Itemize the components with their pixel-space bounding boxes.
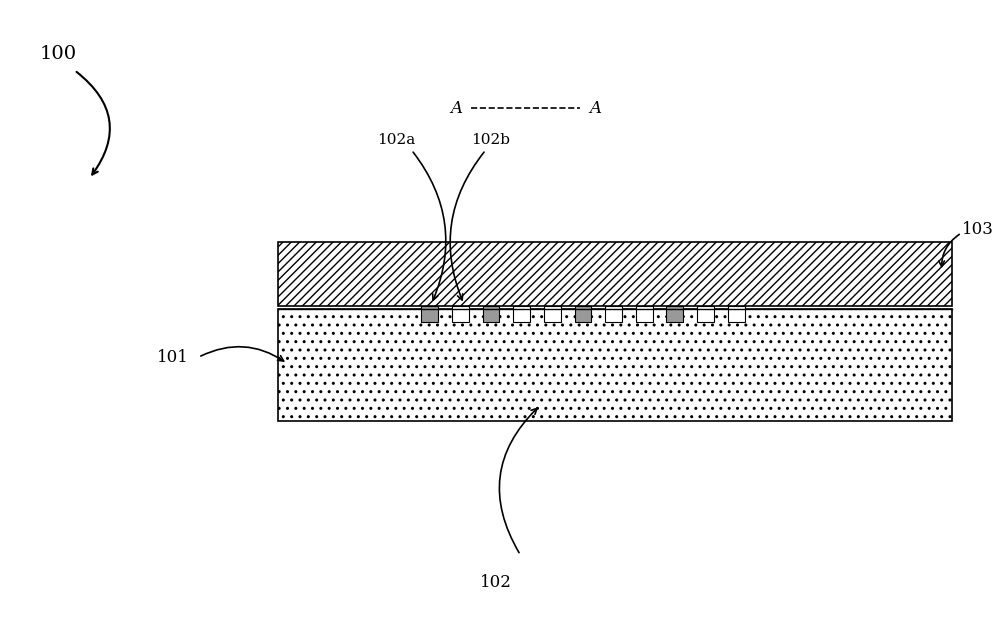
Text: 101: 101 <box>156 349 188 366</box>
Text: 102a: 102a <box>377 133 416 147</box>
Text: 102b: 102b <box>471 133 510 147</box>
Bar <box>452 306 469 322</box>
Bar <box>605 306 622 322</box>
Text: 102: 102 <box>480 574 512 591</box>
Bar <box>513 306 530 322</box>
Bar <box>575 306 591 322</box>
Bar <box>636 306 653 322</box>
Bar <box>421 306 438 322</box>
Text: A: A <box>589 100 601 117</box>
Bar <box>483 306 499 322</box>
Text: 100: 100 <box>40 45 77 63</box>
Text: 103: 103 <box>962 221 994 238</box>
Bar <box>278 242 952 306</box>
Bar <box>697 306 714 322</box>
Bar <box>666 306 683 322</box>
Bar <box>544 306 561 322</box>
Text: A: A <box>450 100 462 117</box>
Bar <box>278 309 952 421</box>
Bar <box>728 306 745 322</box>
